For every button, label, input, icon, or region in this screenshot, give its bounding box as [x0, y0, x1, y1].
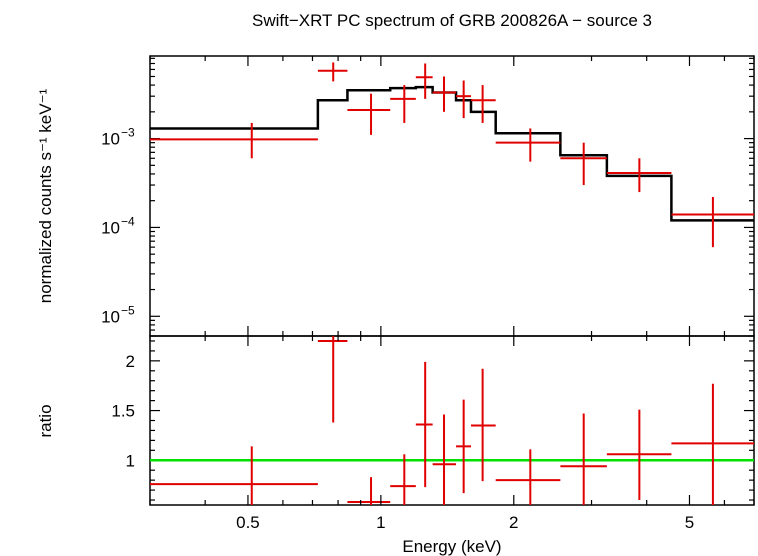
- y-tick-label: 1.5: [111, 402, 135, 421]
- y-tick-label: 10: [101, 130, 120, 149]
- spectrum-data-point: [456, 80, 471, 119]
- model-step-path: [150, 85, 754, 222]
- spectrum-data-point: [671, 197, 754, 248]
- ratio-data-point: [495, 449, 561, 505]
- y-tick-label: 1: [126, 451, 135, 470]
- x-tick-labels: 0.5 1 2 5: [149, 56, 755, 532]
- spectrum-data-point: [347, 93, 391, 135]
- ratio-data-point: [606, 409, 672, 501]
- spectrum-data-point: [390, 85, 416, 123]
- spectrum-data-point: [415, 63, 433, 99]
- ratio-panel-data: [150, 336, 754, 505]
- ratio-data-point: [390, 454, 416, 505]
- x-tick-label: 0.5: [236, 513, 260, 532]
- x-tick-label: 1: [376, 513, 385, 532]
- model-step-line: [150, 85, 754, 222]
- spectrum-data-point: [606, 158, 672, 193]
- spectrum-data-point: [495, 128, 561, 162]
- ratio-data-point: [347, 477, 391, 505]
- bottom-y-axis-label: ratio: [36, 404, 55, 437]
- top-panel-frame: [149, 55, 755, 337]
- y-tick-label-exponent: −5: [121, 303, 135, 317]
- x-tick-label: 2: [509, 513, 518, 532]
- y-tick-label: 10: [101, 307, 120, 326]
- top-panel-data: [150, 62, 754, 248]
- ratio-data-point: [470, 368, 496, 482]
- ratio-data-point: [415, 361, 433, 488]
- ratio-data-point: [432, 414, 457, 505]
- y-tick-label: 10: [101, 218, 120, 237]
- ratio-data-point: [317, 336, 348, 423]
- ratio-data-point: [560, 413, 607, 505]
- ratio-data-point: [150, 446, 318, 505]
- x-tick-label: 5: [685, 513, 694, 532]
- bottom-panel-frame: [149, 335, 755, 506]
- top-panel-axes: 10−310−410−5: [101, 57, 754, 337]
- ratio-data-point: [671, 383, 754, 505]
- spectrum-data-point: [317, 62, 348, 82]
- y-tick-label: 2: [126, 352, 135, 371]
- spectrum-data-point: [150, 122, 318, 159]
- top-y-axis-label: normalized counts s⁻¹ keV⁻¹: [36, 88, 55, 303]
- x-axis-label: Energy (keV): [402, 537, 501, 556]
- spectrum-data-point: [470, 85, 496, 123]
- spectrum-data-point: [560, 142, 607, 186]
- ratio-data-point: [456, 399, 471, 494]
- y-tick-label-exponent: −4: [121, 214, 135, 228]
- spectrum-data-point: [432, 76, 457, 112]
- y-tick-label-exponent: −3: [121, 126, 135, 140]
- bottom-panel-axes: 11.52: [111, 340, 754, 501]
- chart-title: Swift−XRT PC spectrum of GRB 200826A − s…: [252, 11, 652, 30]
